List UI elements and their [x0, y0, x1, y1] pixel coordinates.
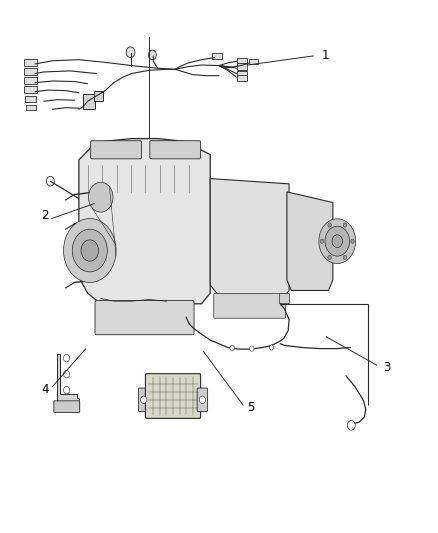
Circle shape	[113, 188, 119, 196]
Circle shape	[141, 396, 147, 403]
Circle shape	[332, 235, 343, 247]
Circle shape	[319, 219, 356, 264]
Bar	[237, 71, 247, 77]
Bar	[26, 105, 36, 110]
Circle shape	[64, 386, 70, 394]
Bar	[249, 59, 258, 64]
Circle shape	[351, 239, 354, 243]
Circle shape	[199, 396, 205, 403]
Text: 4: 4	[42, 383, 49, 395]
Text: 2: 2	[42, 209, 49, 222]
Circle shape	[328, 255, 331, 260]
FancyBboxPatch shape	[54, 401, 80, 413]
Bar	[25, 96, 36, 102]
FancyBboxPatch shape	[138, 388, 149, 411]
Circle shape	[320, 239, 324, 243]
Circle shape	[269, 345, 274, 350]
Text: 3: 3	[383, 361, 391, 374]
Bar	[83, 94, 95, 109]
FancyBboxPatch shape	[95, 301, 194, 335]
Circle shape	[148, 50, 156, 60]
Circle shape	[64, 354, 70, 362]
Polygon shape	[210, 179, 289, 296]
Circle shape	[250, 346, 254, 351]
Circle shape	[343, 255, 347, 260]
Circle shape	[325, 227, 350, 256]
Text: 1: 1	[322, 50, 329, 62]
Polygon shape	[287, 192, 333, 290]
Text: 5: 5	[247, 401, 255, 414]
Bar	[24, 77, 37, 84]
Bar	[94, 91, 103, 101]
Circle shape	[328, 223, 332, 227]
Circle shape	[72, 229, 107, 272]
Bar	[237, 75, 247, 81]
Bar	[212, 53, 222, 59]
Circle shape	[64, 219, 116, 282]
Bar	[237, 58, 247, 64]
Bar	[24, 86, 37, 93]
Bar	[24, 68, 37, 75]
Bar	[237, 63, 247, 70]
Polygon shape	[57, 354, 79, 408]
Bar	[279, 293, 289, 303]
Circle shape	[126, 47, 135, 58]
Circle shape	[46, 176, 54, 186]
FancyBboxPatch shape	[150, 141, 201, 159]
FancyBboxPatch shape	[145, 374, 201, 418]
Circle shape	[230, 345, 234, 351]
Circle shape	[347, 421, 355, 430]
Bar	[24, 59, 37, 66]
Circle shape	[88, 182, 113, 212]
FancyBboxPatch shape	[214, 294, 286, 318]
Circle shape	[81, 240, 99, 261]
FancyBboxPatch shape	[197, 388, 208, 411]
Circle shape	[64, 370, 70, 378]
FancyBboxPatch shape	[91, 141, 141, 159]
Polygon shape	[79, 139, 210, 304]
Circle shape	[343, 223, 347, 227]
